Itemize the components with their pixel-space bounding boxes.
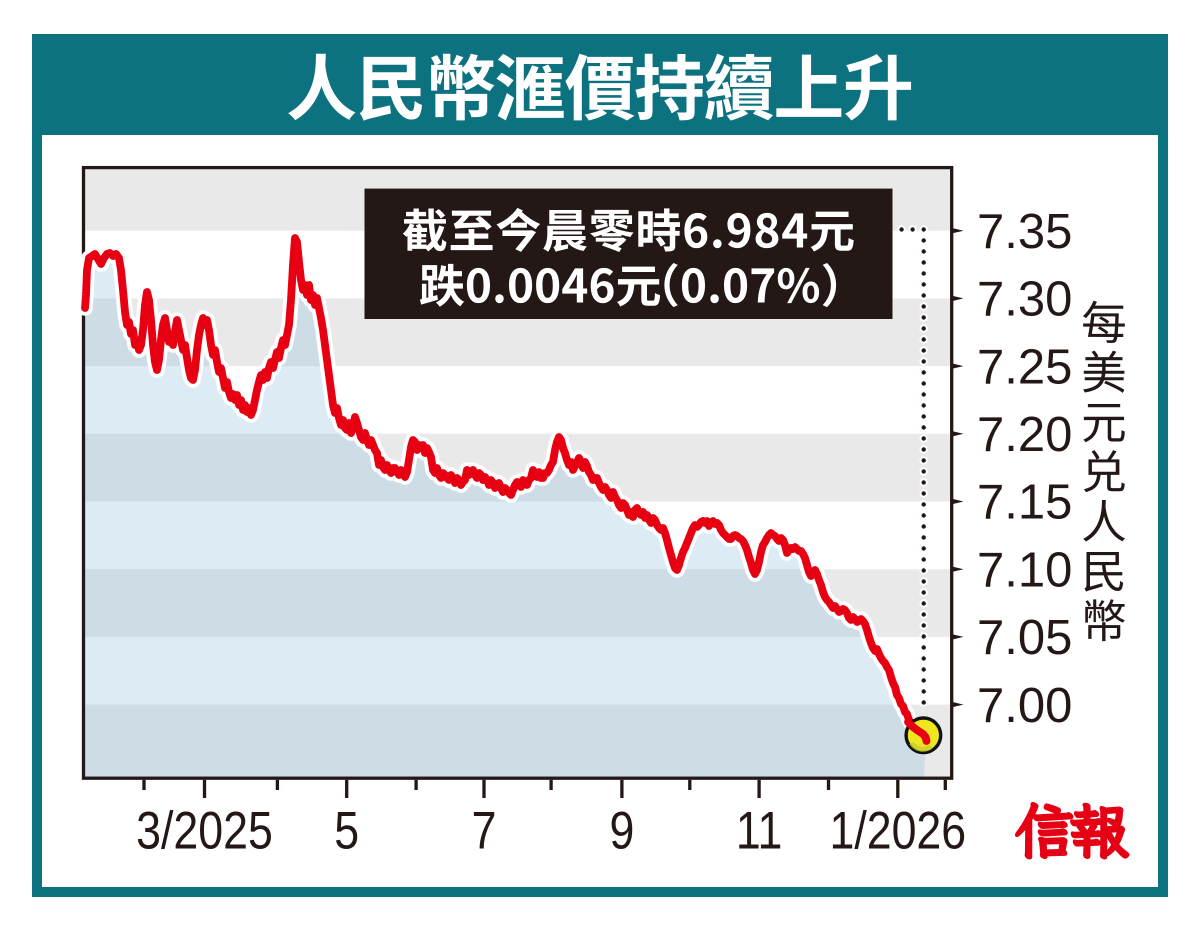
svg-text:7.30: 7.30 — [977, 273, 1072, 327]
svg-text:3/2025: 3/2025 — [136, 802, 273, 860]
svg-text:1/2026: 1/2026 — [829, 802, 966, 860]
svg-text:7.00: 7.00 — [977, 679, 1072, 733]
svg-text:7.20: 7.20 — [977, 408, 1072, 462]
svg-text:9: 9 — [609, 802, 634, 860]
svg-text:7.05: 7.05 — [977, 611, 1072, 665]
svg-text:5: 5 — [334, 802, 359, 860]
svg-text:7.15: 7.15 — [977, 476, 1072, 530]
svg-text:11: 11 — [736, 802, 782, 860]
svg-text:7.10: 7.10 — [977, 543, 1072, 597]
svg-text:7: 7 — [472, 802, 497, 860]
svg-text:7.35: 7.35 — [977, 205, 1072, 259]
svg-text:7.25: 7.25 — [977, 340, 1072, 394]
